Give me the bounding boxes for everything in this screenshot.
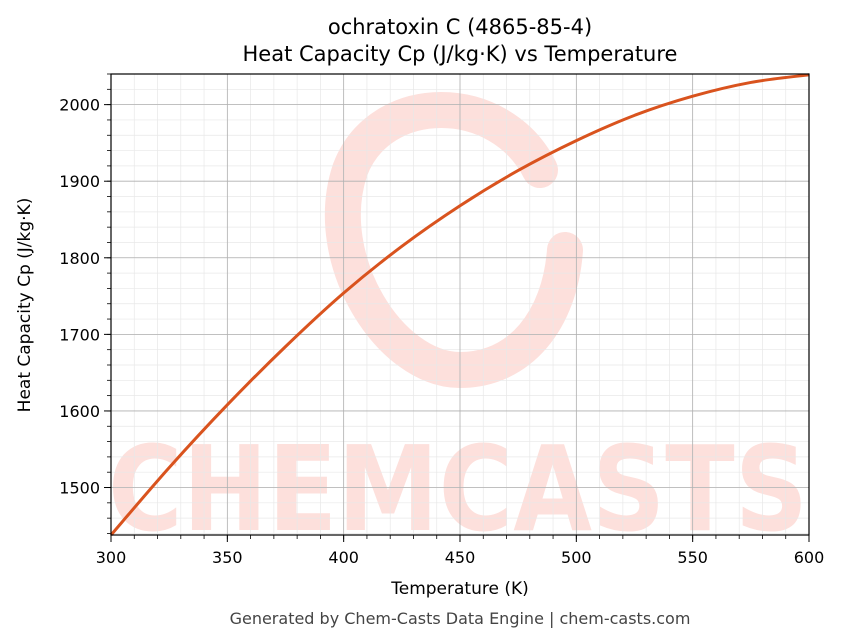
y-tick-label: 1700: [59, 325, 100, 344]
chart-subtitle: Heat Capacity Cp (J/kg·K) vs Temperature: [243, 42, 678, 66]
watermark-text: CHEMCASTS: [108, 420, 808, 558]
axis-ticks: [104, 73, 810, 542]
x-axis-label: Temperature (K): [390, 579, 529, 599]
plot-frame: [110, 73, 810, 536]
y-tick-label: 1500: [59, 479, 100, 498]
x-tick-label: 600: [794, 548, 825, 567]
chart-title: ochratoxin C (4865-85-4): [328, 15, 592, 39]
x-tick-label: 550: [677, 548, 708, 567]
x-tick-label: 350: [212, 548, 243, 567]
x-tick-label: 500: [561, 548, 592, 567]
watermark-logo-ring: [324, 92, 583, 389]
y-tick-label: 2000: [59, 96, 100, 115]
x-tick-labels: 300 350 400 450 500 550 600: [96, 548, 825, 567]
y-tick-labels: 1500 1600 1700 1800 1900 2000: [59, 96, 100, 498]
x-tick-label: 400: [328, 548, 359, 567]
y-tick-label: 1800: [59, 249, 100, 268]
x-tick-label: 300: [96, 548, 127, 567]
y-tick-label: 1900: [59, 172, 100, 191]
x-tick-label: 450: [445, 548, 476, 567]
y-axis-label: Heat Capacity Cp (J/kg·K): [15, 198, 35, 413]
footer-credit: Generated by Chem-Casts Data Engine | ch…: [230, 609, 691, 628]
major-grid: [110, 74, 810, 535]
series-line: [109, 73, 810, 536]
y-tick-label: 1600: [59, 402, 100, 421]
